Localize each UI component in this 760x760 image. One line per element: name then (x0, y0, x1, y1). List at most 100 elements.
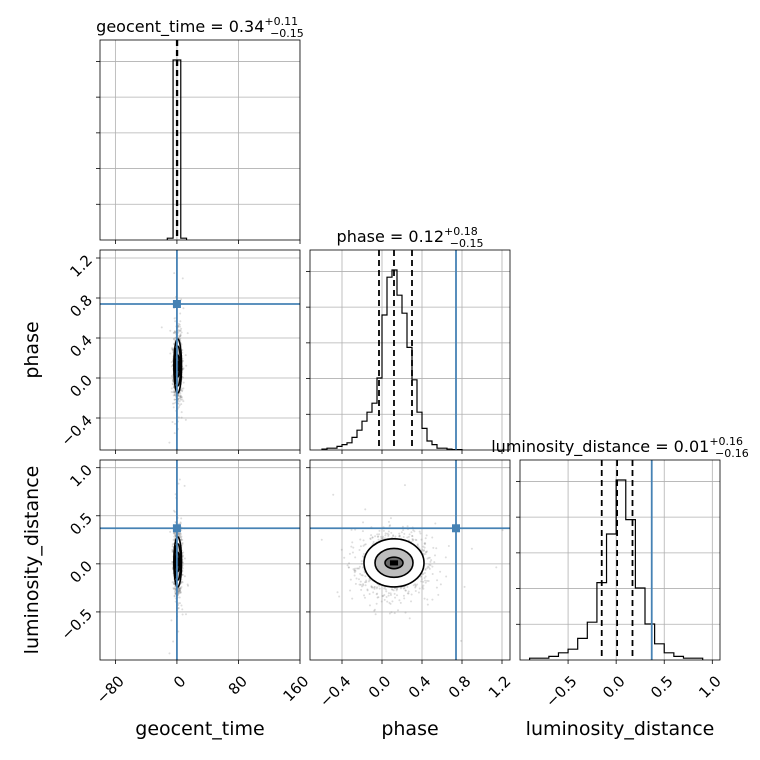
sample-point (383, 598, 386, 601)
sample-point (179, 587, 182, 590)
sample-point (185, 364, 188, 367)
sample-point (177, 587, 180, 590)
sample-point (368, 593, 371, 596)
sample-point (385, 590, 388, 593)
sample-point (178, 534, 181, 537)
sample-point (377, 538, 380, 541)
sample-point (424, 579, 427, 582)
2d-panel-geocent_time-phase-truth-marker (172, 300, 181, 308)
sample-point (181, 567, 184, 570)
sample-point (181, 360, 184, 363)
sample-point (370, 586, 373, 589)
sample-point (470, 547, 473, 550)
sample-point (180, 535, 183, 538)
sample-point (177, 394, 180, 397)
hist-panel-phase-frame (309, 249, 511, 451)
sample-point (389, 517, 392, 520)
sample-point (412, 538, 415, 541)
sample-point (422, 573, 425, 576)
sample-point (431, 565, 434, 568)
sample-point (431, 536, 434, 539)
sample-point (401, 525, 404, 528)
sample-point (172, 337, 175, 340)
sample-point (360, 588, 363, 591)
sample-point (420, 575, 423, 578)
sample-point (379, 535, 382, 538)
sample-point (375, 587, 378, 590)
sample-point (180, 411, 183, 414)
sample-point (350, 528, 353, 531)
sample-point (387, 533, 390, 536)
xtick-label-geocent_time-0: −80 (93, 672, 128, 707)
sample-point (362, 539, 365, 542)
sample-point (171, 543, 174, 546)
sample-point (174, 590, 177, 593)
sample-point (180, 517, 183, 520)
sample-point (389, 592, 392, 595)
sample-point (376, 535, 379, 538)
sample-point (444, 556, 447, 559)
sample-point (357, 567, 360, 570)
sample-point (435, 586, 438, 589)
2d-panel-geocent_time-luminosity_distance-frame (99, 459, 301, 661)
ytick-label-luminosity_distance-3: 1.0 (66, 461, 96, 491)
sample-point (177, 406, 180, 409)
sample-point (375, 593, 378, 596)
sample-point (428, 556, 431, 559)
sample-point (420, 578, 423, 581)
sample-point (358, 548, 361, 551)
sample-point (306, 508, 308, 510)
sample-point (393, 612, 396, 615)
sample-point (430, 559, 433, 562)
sample-point (408, 617, 411, 620)
sample-point (447, 544, 450, 547)
sample-point (416, 544, 419, 547)
sample-point (173, 330, 176, 333)
sample-point (378, 584, 381, 587)
sample-point (348, 562, 351, 565)
sample-point (368, 604, 371, 607)
sample-point (171, 378, 174, 381)
sample-point (347, 566, 350, 569)
sample-point (400, 531, 403, 534)
sample-point (389, 524, 392, 527)
sample-point (421, 548, 424, 551)
sample-point (361, 566, 364, 569)
sample-point (363, 594, 366, 597)
sample-point (180, 387, 183, 390)
ytick-label-phase-4: 1.2 (66, 251, 96, 281)
sample-point (173, 402, 176, 405)
sample-point (177, 331, 180, 334)
2d-panel-geocent_time-phase-content (100, 250, 300, 450)
sample-point (410, 600, 413, 603)
xtick-label-geocent_time-3: 160 (280, 672, 313, 705)
sample-point (178, 589, 181, 592)
sample-point (386, 600, 389, 603)
sample-point (177, 397, 180, 400)
sample-point (363, 543, 366, 546)
sample-point (391, 588, 394, 591)
sample-point (403, 587, 406, 590)
sample-point (406, 592, 409, 595)
sample-point (348, 552, 351, 555)
sample-point (171, 545, 174, 548)
sample-point (354, 569, 357, 572)
sample-point (184, 354, 187, 357)
sample-point (362, 583, 365, 586)
sample-point (434, 522, 437, 525)
hist-panel-luminosity_distance (516, 459, 721, 664)
2d-panel-phase-luminosity_distance-frame (309, 459, 511, 661)
sample-point (173, 432, 176, 435)
sample-point (178, 335, 181, 338)
sample-point (390, 588, 393, 591)
sample-point (403, 597, 406, 600)
sample-point (388, 601, 391, 604)
sample-point (358, 567, 361, 570)
sample-point (173, 533, 176, 536)
sample-point (179, 398, 182, 401)
sample-point (178, 335, 181, 338)
yaxis-label-phase: phase (21, 321, 43, 378)
sample-point (378, 587, 381, 590)
2d-panel-geocent_time-phase-frame (99, 249, 301, 451)
sample-point (354, 556, 357, 559)
